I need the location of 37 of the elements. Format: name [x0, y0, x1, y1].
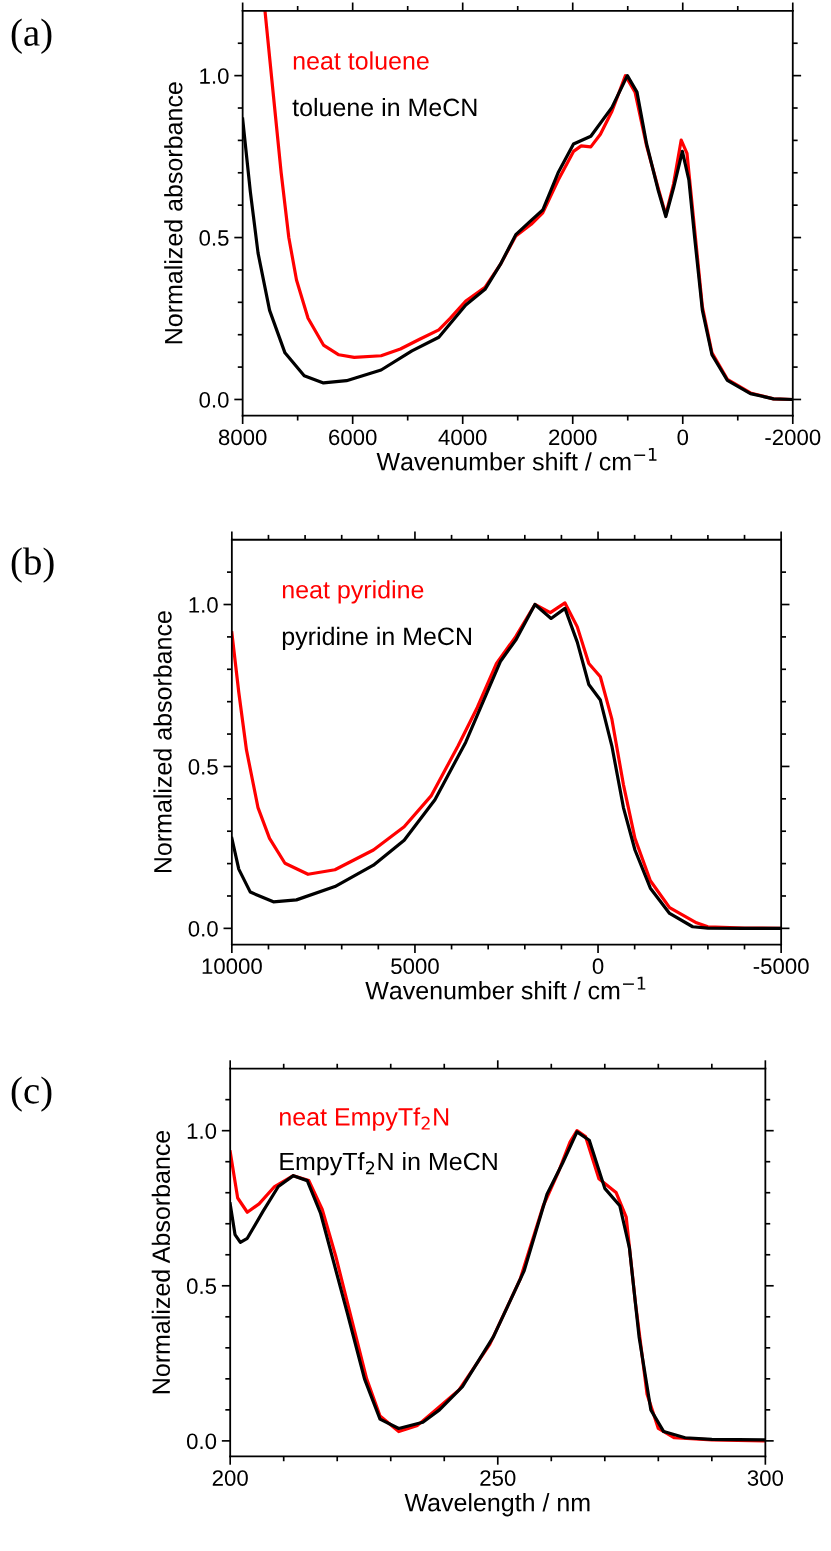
x-tick-label: 4000: [438, 429, 487, 446]
series-label: toluene in MeCN: [292, 97, 477, 117]
y-tick-label: 1.0: [187, 1123, 217, 1139]
y-tick-label: 0.0: [186, 1433, 217, 1450]
x-tick-label: 5000: [391, 958, 439, 975]
y-axis-title: Normalized absorbance: [164, 82, 183, 344]
series-label: pyridine in MeCN: [282, 626, 471, 651]
series-label: neat EmpyTf$_{2}$N: [280, 1107, 449, 1131]
x-tick-label: 8000: [218, 429, 267, 446]
y-tick-label: 1.0: [189, 597, 218, 613]
y-tick-label: 0.5: [199, 230, 229, 246]
y-tick-label: 0.5: [186, 1278, 217, 1295]
text: neat pyridine: [282, 580, 424, 604]
x-tick-label: 6000: [329, 429, 377, 446]
y-axis-title: Normalized absorbance: [153, 611, 172, 873]
x-tick-label: 250: [480, 1470, 516, 1486]
y-axis-title: Normalized Absorbance: [151, 1130, 171, 1394]
y-tick-label: 0.5: [188, 758, 218, 775]
text: (a): [11, 18, 52, 54]
y-tick-label: 1.0: [200, 68, 229, 84]
x-axis-title: Wavenumber shift / cm$^{−1}$: [365, 976, 646, 1000]
series-label: EmpyTf$_{2}$N in MeCN: [280, 1152, 497, 1176]
y-tick-label: 0.0: [199, 392, 229, 408]
x-tick-label: 0: [592, 958, 604, 975]
x-tick-label: 10000: [202, 958, 262, 975]
x-tick-label: 200: [212, 1470, 248, 1486]
x-axis-title: Wavelength / nm: [404, 1493, 590, 1517]
y-tick-label: 0.0: [188, 920, 218, 937]
x-tick-label: -2000: [765, 429, 821, 446]
x-tick-label: 300: [747, 1470, 784, 1486]
text: (b): [11, 547, 54, 583]
series-label: neat toluene: [293, 51, 429, 70]
x-tick-label: 0: [677, 429, 689, 446]
x-tick-label: -5000: [753, 958, 809, 975]
x-axis-title: Wavenumber shift / cm$^{−1}$: [376, 447, 657, 471]
text: (c): [11, 1076, 52, 1112]
x-tick-label: 2000: [549, 429, 597, 446]
